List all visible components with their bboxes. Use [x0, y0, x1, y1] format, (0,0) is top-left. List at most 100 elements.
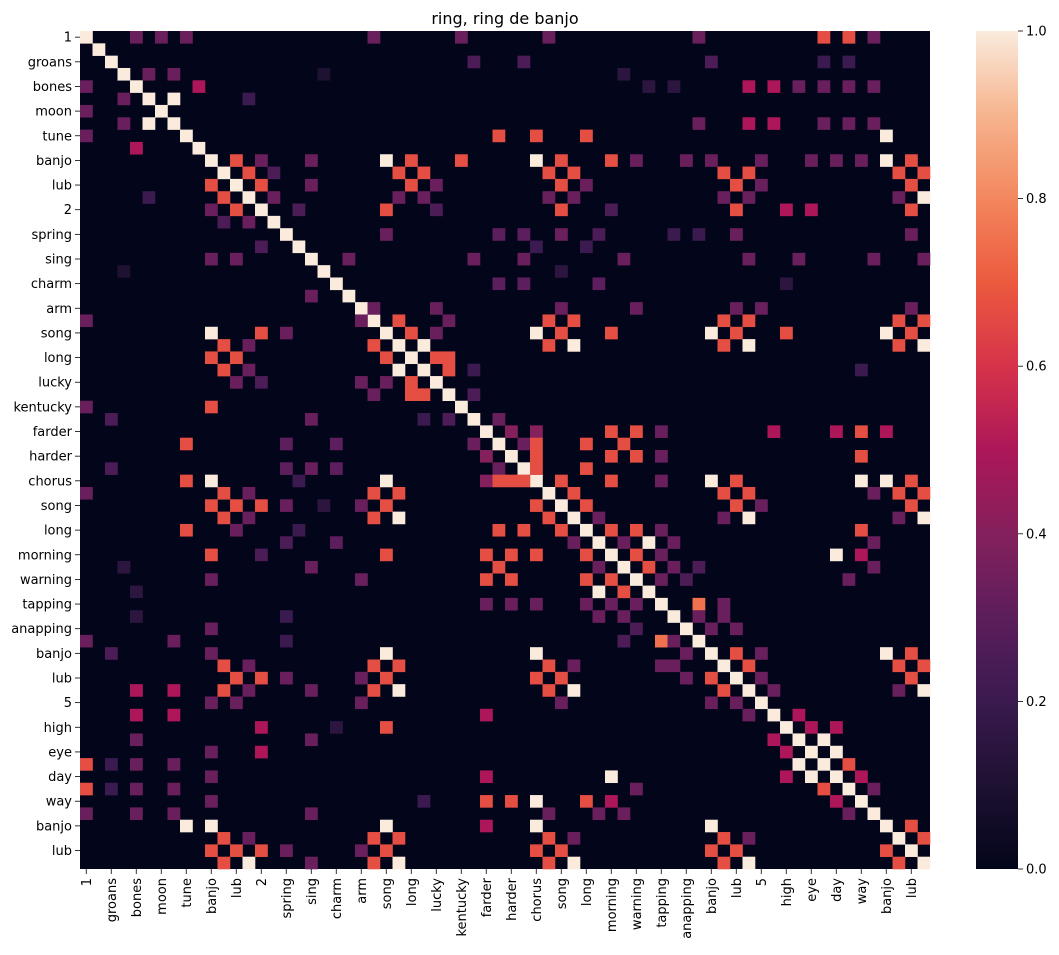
- heatmap-cell: [730, 203, 743, 217]
- heatmap-cell: [867, 117, 881, 130]
- heatmap-cell: [242, 166, 256, 180]
- heatmap-cell: [505, 450, 518, 463]
- heatmap-cell: [105, 782, 118, 796]
- x-tick-label: long: [580, 878, 595, 906]
- heatmap-cell: [167, 708, 181, 722]
- heatmap-cell: [530, 326, 543, 340]
- heatmap-cell: [742, 191, 756, 204]
- heatmap-cell: [542, 511, 556, 525]
- heatmap-cell: [567, 659, 581, 673]
- heatmap-cell: [630, 302, 643, 315]
- heatmap-cell: [392, 339, 406, 352]
- heatmap-cell: [255, 548, 268, 562]
- heatmap-cell: [630, 622, 643, 636]
- heatmap-cell: [680, 647, 693, 660]
- y-tick-label: kentucky: [13, 400, 72, 415]
- heatmap-cell: [130, 733, 143, 747]
- heatmap-cell: [630, 548, 643, 562]
- heatmap-cell: [630, 154, 643, 167]
- heatmap-cell: [830, 425, 843, 438]
- heatmap-cell: [205, 474, 218, 488]
- heatmap-cell: [905, 203, 918, 217]
- heatmap-cell: [742, 339, 756, 352]
- heatmap-cell: [730, 326, 743, 340]
- heatmap-cell: [792, 80, 806, 93]
- heatmap-cell: [255, 326, 268, 340]
- heatmap-cell: [530, 462, 543, 475]
- heatmap-cell: [705, 647, 718, 660]
- x-tick-label: lub: [730, 878, 745, 898]
- heatmap-cell: [417, 388, 431, 401]
- heatmap-cell: [542, 486, 556, 500]
- heatmap-cell: [255, 499, 268, 512]
- heatmap-cell: [467, 55, 481, 69]
- heatmap-cell: [380, 819, 393, 833]
- heatmap-cell: [492, 277, 506, 291]
- heatmap-cell: [667, 536, 681, 549]
- heatmap-cell: [105, 647, 118, 660]
- heatmap-cell: [905, 474, 918, 488]
- heatmap-cell: [305, 252, 318, 266]
- heatmap-cell: [230, 376, 243, 389]
- heatmap-cell: [230, 499, 243, 512]
- heatmap-cell: [917, 684, 931, 697]
- heatmap-cell: [655, 425, 668, 438]
- heatmap-cell: [280, 671, 293, 685]
- heatmap-cell: [280, 610, 293, 623]
- colorbar-tick-label: 0.0: [1026, 863, 1047, 878]
- y-tick-label: tune: [42, 129, 72, 144]
- heatmap-cell: [805, 154, 818, 167]
- x-tick-label: banjo: [205, 878, 220, 914]
- heatmap-cell: [867, 31, 881, 44]
- x-tick-label: song: [555, 878, 570, 909]
- heatmap-cell: [117, 92, 131, 106]
- heatmap-cell: [192, 80, 206, 93]
- heatmap-cell: [705, 622, 718, 636]
- heatmap-cell: [742, 832, 756, 845]
- heatmap-cell: [430, 178, 443, 192]
- heatmap-cell: [155, 31, 168, 44]
- heatmap-cell: [642, 585, 656, 599]
- heatmap-cell: [205, 252, 218, 266]
- heatmap-cell: [655, 659, 668, 673]
- heatmap-cell: [755, 154, 768, 167]
- heatmap-cell: [742, 856, 756, 870]
- heatmap-cell: [630, 450, 643, 463]
- heatmap-cell: [605, 425, 618, 438]
- x-tick-label: way: [855, 878, 870, 905]
- heatmap-cell: [580, 437, 593, 451]
- heatmap-cell: [367, 856, 381, 870]
- heatmap-cell: [580, 597, 593, 611]
- heatmap-cell: [255, 240, 268, 254]
- heatmap-cell: [492, 474, 506, 488]
- heatmap-cell: [592, 536, 606, 549]
- heatmap-cell: [267, 215, 281, 229]
- heatmap-cell: [392, 191, 406, 204]
- heatmap-cell: [505, 597, 518, 611]
- heatmap-cell: [605, 203, 618, 217]
- heatmap-cell: [167, 67, 181, 81]
- heatmap-cell: [717, 314, 731, 328]
- heatmap-cell: [280, 499, 293, 512]
- heatmap-cell: [167, 758, 181, 771]
- heatmap-cell: [555, 228, 568, 241]
- heatmap-cell: [317, 499, 331, 512]
- heatmap-cell: [917, 339, 931, 352]
- y-tick-label: lub: [52, 179, 72, 194]
- heatmap-cell: [267, 166, 281, 180]
- x-tick-label: groans: [105, 878, 120, 922]
- y-tick-label: banjo: [36, 647, 72, 662]
- heatmap-cell: [655, 474, 668, 488]
- x-tick-label: moon: [155, 878, 170, 915]
- heatmap-cell: [617, 252, 631, 266]
- heatmap-cell: [205, 770, 218, 784]
- heatmap-cell: [80, 758, 93, 771]
- heatmap-cell: [730, 178, 743, 192]
- heatmap-cell: [730, 228, 743, 241]
- heatmap-cell: [405, 326, 418, 340]
- heatmap-cell: [630, 782, 643, 796]
- heatmap-cell: [605, 474, 618, 488]
- heatmap-cell: [592, 511, 606, 525]
- colorbar: [976, 31, 1018, 869]
- colorbar-tick-label: 0.8: [1026, 192, 1047, 207]
